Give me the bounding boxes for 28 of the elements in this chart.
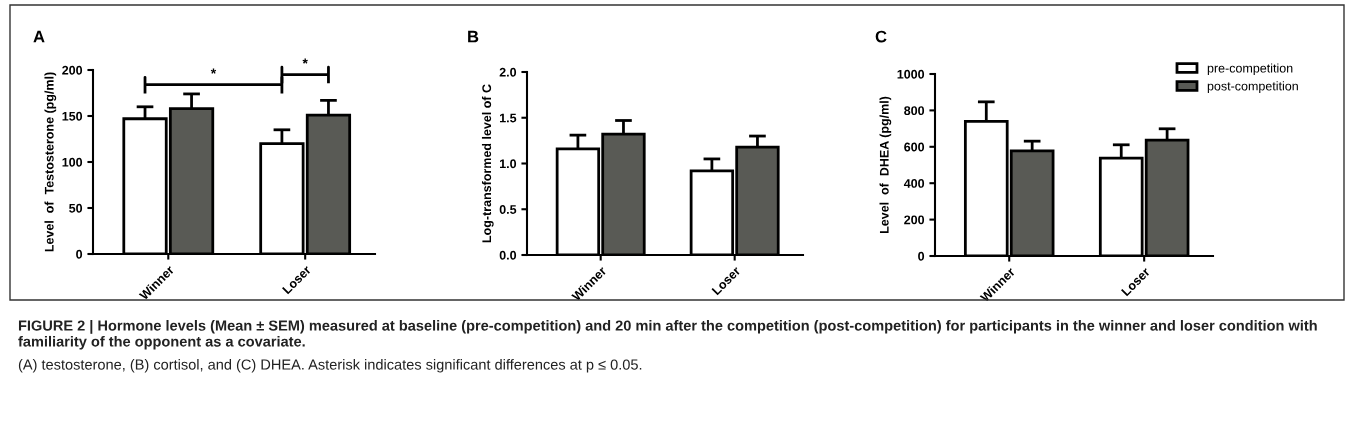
y-tick-label: 2.0	[499, 67, 517, 77]
legend-label: post-competition	[1207, 81, 1298, 93]
y-tick-label: 0	[76, 249, 83, 259]
y-axis-title: Log-transformed level of C	[481, 84, 494, 243]
y-tick-label: 0.5	[499, 205, 517, 214]
y-axis-title: Level of DHEA (pg/ml)	[879, 96, 892, 234]
y-tick-label: 1.5	[500, 113, 517, 123]
y-axis-title: Level of Testosterone (pg/ml)	[44, 72, 57, 252]
text: *	[302, 58, 308, 64]
chart-title: B	[468, 30, 479, 43]
caption: FIGURE 2 | Hormone levels (Mean ± SEM) measured at baseline (pre-competition) and 20 min after the competition (post-competition) for participants in the winner and loser condition with familiarity of the opponent as a covariate.	[18, 320, 1317, 350]
y-tick-label: 200	[904, 215, 925, 225]
y-tick-label: 1000	[897, 69, 925, 79]
y-tick-label: 0	[918, 251, 925, 261]
y-tick-label: 50	[69, 203, 83, 213]
chart-title: A	[33, 30, 45, 43]
y-tick-label: 200	[62, 65, 83, 75]
text: (A) testosterone, (B) cortisol, and (C) DHEA. Asterisk indicates significant differences at p ≤ 0.05.	[18, 359, 642, 373]
y-tick-label: 800	[904, 106, 925, 116]
y-tick-label: 100	[62, 157, 83, 167]
y-tick-label: 400	[903, 179, 925, 188]
y-tick-label: 0.0	[499, 250, 517, 260]
annotation: *	[210, 68, 217, 74]
chart-title: C	[875, 30, 887, 43]
y-tick-label: 1.0	[500, 159, 517, 169]
y-tick-label: 600	[904, 142, 925, 152]
y-tick-label: 150	[62, 111, 83, 121]
legend-label: pre-competition	[1207, 63, 1293, 76]
